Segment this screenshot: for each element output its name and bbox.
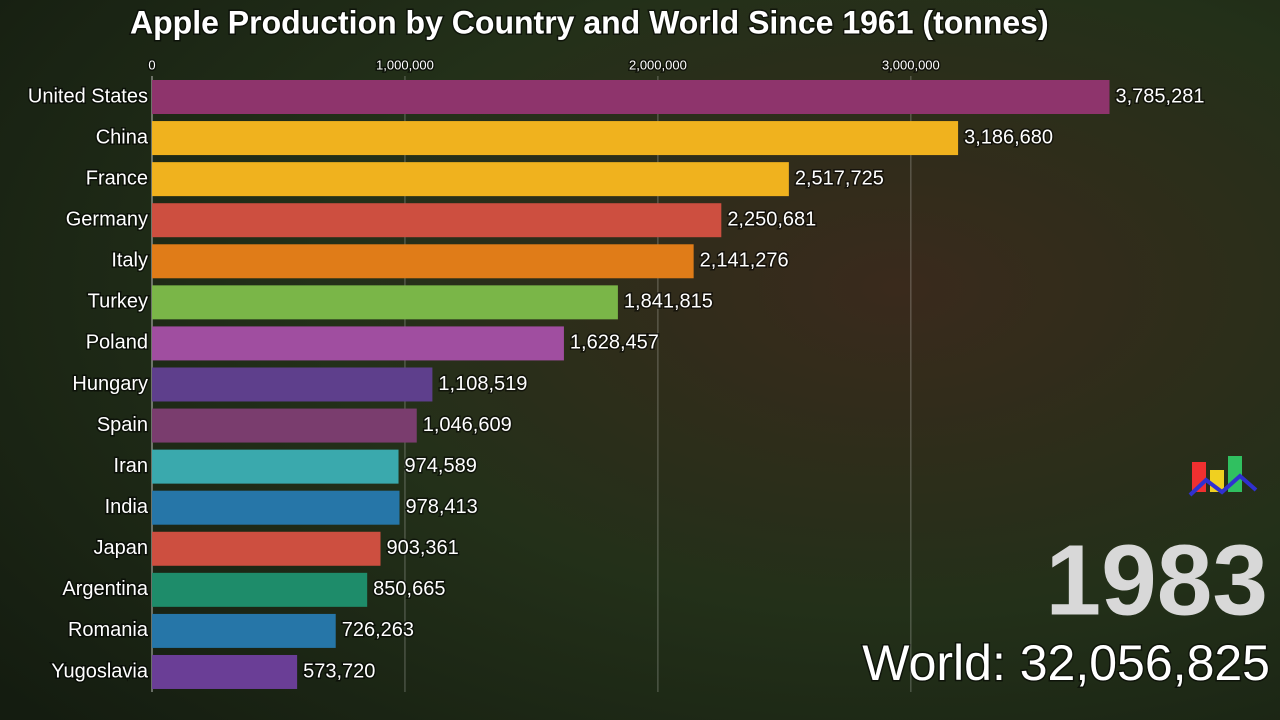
bar [152, 80, 1110, 114]
chart-title: Apple Production by Country and World Si… [130, 4, 1049, 40]
world-total: World: 32,056,825 [862, 635, 1270, 691]
category-label: France [86, 167, 148, 189]
value-label: 978,413 [405, 496, 477, 518]
year-label: 1983 [1046, 524, 1268, 636]
bar [152, 367, 433, 402]
value-label: 2,517,725 [795, 167, 884, 189]
value-label: 974,589 [405, 455, 477, 477]
x-tick-label: 0 [148, 57, 155, 72]
bar [152, 572, 368, 607]
bar [152, 162, 789, 197]
value-label: 1,841,815 [624, 291, 713, 313]
value-label: 1,108,519 [438, 373, 527, 395]
bar [152, 490, 400, 525]
bar [152, 531, 381, 566]
value-label: 2,250,681 [727, 208, 816, 230]
category-label: India [105, 496, 149, 518]
category-label: Poland [86, 332, 148, 354]
category-label: Turkey [88, 291, 148, 313]
value-label: 1,628,457 [570, 332, 659, 354]
bar [152, 654, 298, 689]
value-label: 573,720 [303, 660, 375, 682]
value-label: 3,186,680 [964, 126, 1053, 148]
logo [1188, 456, 1258, 497]
value-label: 1,046,609 [423, 414, 512, 436]
bar [152, 121, 959, 156]
category-label: United States [28, 85, 148, 107]
value-label: 850,665 [373, 578, 445, 600]
category-label: Iran [114, 455, 148, 477]
category-label: Japan [94, 537, 149, 559]
value-label: 3,785,281 [1116, 85, 1205, 107]
bar [152, 326, 564, 361]
bar [152, 408, 417, 443]
bar [152, 449, 399, 484]
x-tick-label: 2,000,000 [629, 57, 687, 72]
category-label: Germany [66, 208, 148, 230]
category-label: Yugoslavia [51, 660, 149, 682]
value-label: 2,141,276 [700, 250, 789, 272]
bar [152, 203, 722, 238]
x-tick-label: 1,000,000 [376, 57, 434, 72]
bar [152, 244, 694, 279]
value-label: 903,361 [387, 537, 459, 559]
category-label: Argentina [62, 578, 148, 600]
category-label: China [96, 126, 149, 148]
category-label: Romania [68, 619, 149, 641]
x-tick-label: 3,000,000 [882, 57, 940, 72]
value-label: 726,263 [342, 619, 414, 641]
bar [152, 285, 618, 320]
bar [152, 613, 336, 648]
category-label: Italy [111, 250, 148, 272]
category-label: Hungary [72, 373, 148, 395]
category-label: Spain [97, 414, 148, 436]
